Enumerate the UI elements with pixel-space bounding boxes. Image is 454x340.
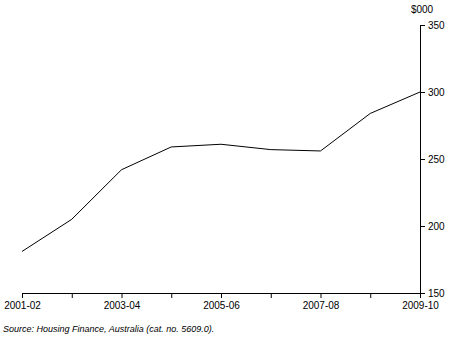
y-tick: 250 (420, 154, 445, 165)
y-tick: 300 (420, 87, 445, 98)
x-tick-mark (370, 293, 371, 298)
y-tick-label: 200 (428, 221, 445, 232)
x-axis-line (23, 294, 421, 299)
x-tick-mark (171, 293, 172, 298)
y-tick-mark (420, 25, 425, 26)
x-tick (271, 293, 272, 298)
x-tick-mark (72, 293, 73, 298)
x-tick: 2003-04 (104, 293, 141, 311)
y-tick: 200 (420, 221, 445, 232)
source-note: Source: Housing Finance, Australia (cat.… (3, 324, 214, 334)
y-axis-label: $000 (411, 4, 434, 15)
y-tick-label: 150 (428, 288, 445, 299)
y-tick-mark (420, 92, 425, 93)
x-tick-label: 2007-08 (303, 300, 340, 311)
x-tick-label: 2005-06 (203, 300, 240, 311)
y-tick-mark (420, 293, 425, 294)
y-tick-mark (420, 159, 425, 160)
y-tick-label: 300 (428, 87, 445, 98)
x-tick-label: 2003-04 (104, 300, 141, 311)
x-tick (171, 293, 172, 298)
x-tick (370, 293, 371, 298)
x-tick (72, 293, 73, 298)
y-tick-mark (420, 226, 425, 227)
x-tick-mark (22, 293, 23, 298)
chart: 2001-022003-042005-062007-082009-1015020… (0, 0, 454, 340)
y-tick-label: 250 (428, 154, 445, 165)
x-tick: 2005-06 (203, 293, 240, 311)
y-tick: 150 (420, 288, 445, 299)
x-tick-mark (271, 293, 272, 298)
x-tick: 2001-02 (4, 293, 41, 311)
x-tick-label: 2009-10 (402, 300, 439, 311)
x-tick-label: 2001-02 (4, 300, 41, 311)
y-tick-label: 350 (428, 20, 445, 31)
y-tick: 350 (420, 20, 445, 31)
x-tick-mark (321, 293, 322, 298)
x-tick: 2007-08 (303, 293, 340, 311)
x-tick-mark (122, 293, 123, 298)
data-line (22, 92, 420, 251)
x-axis: 2001-02 2003-04 2005-06 2007-08 2009-10 (4, 293, 439, 311)
x-tick-mark (221, 293, 222, 298)
y-axis: 150 200 250 300 350 (420, 20, 445, 299)
y-axis-line (421, 26, 426, 294)
plot-area (22, 92, 420, 251)
